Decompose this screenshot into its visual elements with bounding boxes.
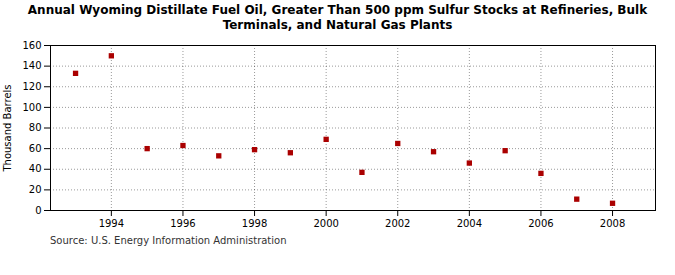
- svg-text:1998: 1998: [242, 218, 267, 229]
- svg-text:2008: 2008: [600, 218, 625, 229]
- svg-text:120: 120: [22, 81, 41, 92]
- svg-text:40: 40: [29, 163, 42, 174]
- svg-text:1996: 1996: [170, 218, 195, 229]
- html-text:Annual Wyoming Distillate Fuel: Annual Wyoming Distillate Fuel Oil, Grea…: [27, 3, 648, 32]
- svg-text:20: 20: [29, 184, 42, 195]
- svg-text:2006: 2006: [528, 218, 553, 229]
- svg-text:140: 140: [22, 60, 41, 71]
- svg-text:2002: 2002: [385, 218, 410, 229]
- svg-text:100: 100: [22, 102, 41, 113]
- svg-text:160: 160: [22, 40, 41, 51]
- svg-text:2004: 2004: [457, 218, 482, 229]
- svg-text:Thousand Barrels: Thousand Barrels: [2, 84, 13, 172]
- svg-text:1994: 1994: [99, 218, 124, 229]
- svg-text:80: 80: [29, 122, 42, 133]
- svg-text:0: 0: [35, 205, 41, 216]
- html-text:Source: U.S. Energy Informatio: Source: U.S. Energy Information Administ…: [50, 235, 287, 246]
- svg-text:60: 60: [29, 143, 42, 154]
- svg-text:2000: 2000: [313, 218, 338, 229]
